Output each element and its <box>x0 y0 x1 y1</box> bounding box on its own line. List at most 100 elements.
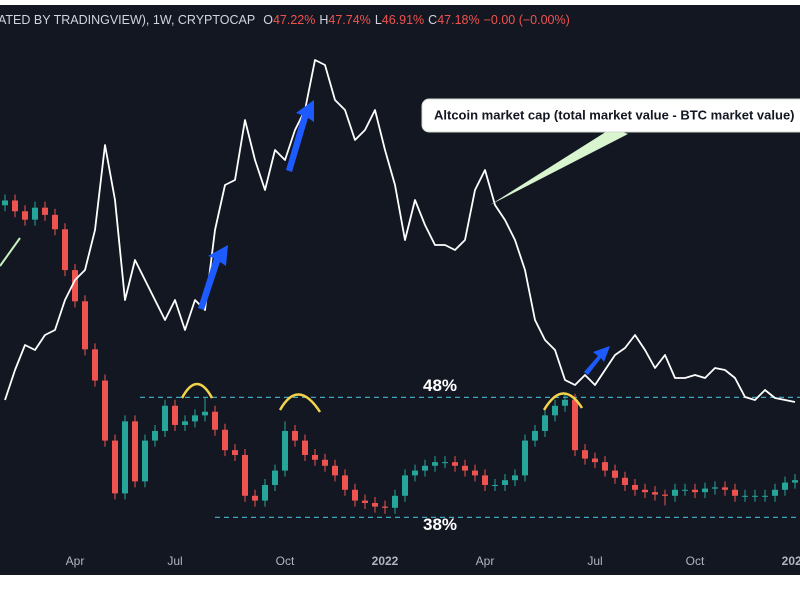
candle-body <box>592 458 598 463</box>
field-value: 47.22% <box>273 13 315 27</box>
candle-body <box>722 487 728 490</box>
candle-body <box>772 489 778 496</box>
line-series <box>4 59 796 403</box>
x-tick-label: Apr <box>476 554 495 568</box>
candle-body <box>572 399 578 451</box>
candle-body <box>352 489 358 501</box>
candle-body <box>92 349 98 381</box>
x-tick-label: Oct <box>276 554 295 568</box>
candle-body <box>332 465 338 476</box>
candle-body <box>512 475 518 481</box>
candle-body <box>52 214 58 230</box>
candle-body <box>402 475 408 496</box>
arrows <box>198 100 610 375</box>
header: ATED BY TRADINGVIEW), 1W, CRYPTOCAP O47.2… <box>0 13 570 27</box>
candle-body <box>552 405 558 416</box>
candle-body <box>342 475 348 490</box>
candle-body <box>632 484 638 490</box>
candle-body <box>762 495 768 497</box>
arrow <box>198 245 228 310</box>
candle-body <box>292 430 298 441</box>
candle-body <box>602 462 608 471</box>
candle-body <box>752 495 758 497</box>
candle-body <box>282 430 288 471</box>
candle-body <box>782 482 788 490</box>
candle-body <box>492 484 498 486</box>
candle-body <box>382 506 388 508</box>
x-tick-label: Apr <box>66 554 85 568</box>
candle-body <box>422 465 428 471</box>
candle-body <box>742 495 748 497</box>
callout-box <box>421 98 800 133</box>
field-value: 46.91% <box>382 13 424 27</box>
candle-body <box>452 462 458 466</box>
candle-body <box>362 500 368 503</box>
candle-body <box>232 450 238 455</box>
candle-body <box>172 405 178 425</box>
chart-background <box>0 5 800 575</box>
candle-body <box>202 411 208 416</box>
plot-area: 48% 38% <box>2 59 800 534</box>
arc <box>278 393 322 413</box>
field-key: O <box>263 13 273 27</box>
x-tick-label: Jul <box>587 554 602 568</box>
x-tick-label: Jul <box>167 554 182 568</box>
level-label: 38% <box>423 515 457 534</box>
callout-pointer-left <box>0 237 21 267</box>
field-key: C <box>428 13 437 27</box>
candle-body <box>472 470 478 476</box>
arrow <box>584 346 610 375</box>
candle-body <box>242 454 248 496</box>
callout-pointer <box>490 128 628 205</box>
candle-body <box>82 301 88 350</box>
candle-body <box>182 421 188 425</box>
candle-body <box>622 477 628 485</box>
candle-body <box>162 405 168 431</box>
candle-body <box>482 475 488 485</box>
field-key: H <box>319 13 328 27</box>
field-value: 47.18% <box>437 13 479 27</box>
candle-body <box>42 207 48 215</box>
candle-body <box>302 440 308 455</box>
candle-body <box>562 399 568 406</box>
candle-body <box>682 489 688 491</box>
candle-body <box>262 484 268 501</box>
candle-body <box>122 421 128 494</box>
candle-body <box>312 454 318 460</box>
x-tick-label: 2023 <box>782 554 800 568</box>
candle-body <box>272 470 278 485</box>
candle-body <box>192 415 198 422</box>
candle-body <box>142 440 148 482</box>
arc <box>542 392 584 411</box>
callout-text: Altcoin market cap (total market value -… <box>434 107 795 122</box>
candle-body <box>252 495 258 501</box>
candle-body <box>442 462 448 464</box>
candle-body <box>22 211 28 220</box>
candle-body <box>12 200 18 212</box>
candle-body <box>212 411 218 430</box>
field-key: L <box>375 13 382 27</box>
candle-body <box>642 489 648 493</box>
candle-body <box>792 480 798 483</box>
x-tick-label: 2022 <box>372 554 399 568</box>
candle-body <box>62 229 68 271</box>
candle-body <box>532 430 538 441</box>
candle-body <box>32 207 38 220</box>
field-value: 47.74% <box>328 13 370 27</box>
candle-body <box>672 489 678 496</box>
header-source: ATED BY TRADINGVIEW), 1W, CRYPTOCAP <box>0 13 255 27</box>
candle-body <box>432 462 438 466</box>
candle-body <box>412 470 418 476</box>
candle-body <box>222 429 228 451</box>
candle-body <box>372 502 378 507</box>
x-tick-label: Oct <box>686 554 705 568</box>
candle-body <box>522 440 528 476</box>
candle-body <box>132 421 138 482</box>
candle-body <box>2 200 8 206</box>
level-label: 48% <box>423 376 457 395</box>
candle-body <box>462 465 468 471</box>
candle-body <box>72 270 78 302</box>
peak-arcs <box>180 382 584 413</box>
header-change: −0.00 (−0.00%) <box>484 13 570 27</box>
